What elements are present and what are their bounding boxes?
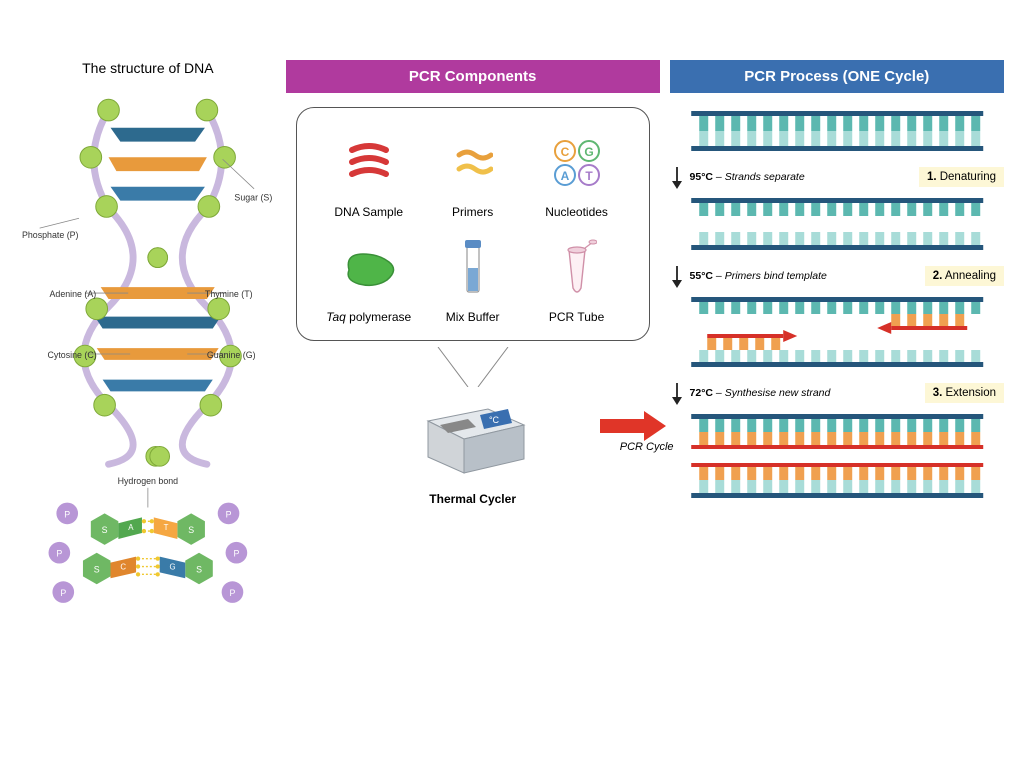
svg-text:P: P xyxy=(56,549,62,559)
svg-text:P: P xyxy=(230,588,236,598)
svg-text:C: C xyxy=(120,562,126,571)
svg-text:T: T xyxy=(164,523,169,532)
components-box: DNA Sample Primers C G xyxy=(296,107,650,341)
cycler-label: Thermal Cycler xyxy=(286,492,660,506)
pcr-tube-icon xyxy=(557,229,597,306)
down-arrow-icon xyxy=(670,381,684,405)
mix-buffer-icon xyxy=(459,229,487,306)
svg-text:A: A xyxy=(560,169,569,183)
thermal-cycler-icon: °C xyxy=(408,381,538,481)
step-3-row: 72°C – Synthesise new strand 3. Extensio… xyxy=(670,381,1004,405)
buffer-item: Mix Buffer xyxy=(421,229,525,324)
annealing-strands xyxy=(670,293,1004,371)
svg-text:P: P xyxy=(64,509,70,519)
svg-text:S: S xyxy=(94,564,100,574)
svg-text:G: G xyxy=(170,562,176,571)
pcr-tube-label: PCR Tube xyxy=(549,310,604,324)
svg-text:P: P xyxy=(60,588,66,598)
nucleotides-item: C G A T Nucleotides xyxy=(525,124,629,219)
svg-text:Hydrogen bond: Hydrogen bond xyxy=(118,476,179,486)
pcr-components-panel: PCR Components DNA Sample xyxy=(286,60,660,728)
svg-text:S: S xyxy=(102,525,108,535)
svg-text:°C: °C xyxy=(489,415,500,425)
step-1-row: 95°C – Strands separate 1. Denaturing xyxy=(670,165,1004,189)
svg-text:T: T xyxy=(585,169,593,183)
primers-item: Primers xyxy=(421,124,525,219)
process-header: PCR Process (ONE Cycle) xyxy=(670,60,1004,93)
dna-sample-item: DNA Sample xyxy=(317,124,421,219)
svg-text:P: P xyxy=(233,549,239,559)
dna-sample-label: DNA Sample xyxy=(334,205,403,219)
pcr-tube-item: PCR Tube xyxy=(525,229,629,324)
connector-lines xyxy=(418,347,528,387)
buffer-label: Mix Buffer xyxy=(446,310,500,324)
pcr-cycle-caption: PCR Cycle xyxy=(620,441,674,453)
dsDNA-start xyxy=(670,107,1004,155)
dna-structure-panel: The structure of DNA xyxy=(20,60,276,728)
svg-text:Cytosine (C): Cytosine (C) xyxy=(48,350,97,360)
svg-text:S: S xyxy=(196,564,202,574)
step-1-label: 1. Denaturing xyxy=(919,167,1004,187)
pcr-cycle-arrow-icon xyxy=(600,411,666,441)
svg-text:Sugar (S): Sugar (S) xyxy=(234,193,272,203)
thermal-cycler-area: °C Thermal Cycler PCR Cycle xyxy=(286,361,660,506)
dna-helix-diagram: Phosphate (P) Sugar (S) Adenine (A) Thym… xyxy=(20,86,276,626)
components-header: PCR Components xyxy=(286,60,660,93)
taq-polymerase-icon xyxy=(339,229,399,306)
svg-text:G: G xyxy=(584,145,593,159)
extension-result xyxy=(670,410,1004,506)
primers-label: Primers xyxy=(452,205,493,219)
nucleotides-icon: C G A T xyxy=(549,124,605,201)
svg-text:Adenine (A): Adenine (A) xyxy=(50,289,97,299)
dna-title: The structure of DNA xyxy=(20,60,276,76)
step-2-text: 55°C – Primers bind template xyxy=(690,270,919,282)
svg-text:Thymine (T): Thymine (T) xyxy=(205,289,253,299)
dna-sample-icon xyxy=(344,124,394,201)
step-1-text: 95°C – Strands separate xyxy=(690,171,913,183)
taq-item: Taq polymerase xyxy=(317,229,421,324)
taq-label: Taq polymerase xyxy=(326,310,411,324)
svg-text:A: A xyxy=(128,523,134,532)
svg-text:Guanine (G): Guanine (G) xyxy=(207,350,256,360)
nucleotides-label: Nucleotides xyxy=(545,205,608,219)
svg-text:S: S xyxy=(188,525,194,535)
step-2-label: 2. Annealing xyxy=(925,266,1004,286)
svg-text:P: P xyxy=(226,509,232,519)
svg-text:C: C xyxy=(560,145,569,159)
step-3-text: 72°C – Synthesise new strand xyxy=(690,387,919,399)
down-arrow-icon xyxy=(670,165,684,189)
primers-icon xyxy=(453,124,493,201)
down-arrow-icon xyxy=(670,264,684,288)
step-3-label: 3. Extension xyxy=(925,383,1004,403)
svg-text:Phosphate (P): Phosphate (P) xyxy=(22,230,79,240)
pcr-process-panel: PCR Process (ONE Cycle) 95°C – Strands s… xyxy=(670,60,1004,728)
separated-strands xyxy=(670,194,1004,254)
step-2-row: 55°C – Primers bind template 2. Annealin… xyxy=(670,264,1004,288)
